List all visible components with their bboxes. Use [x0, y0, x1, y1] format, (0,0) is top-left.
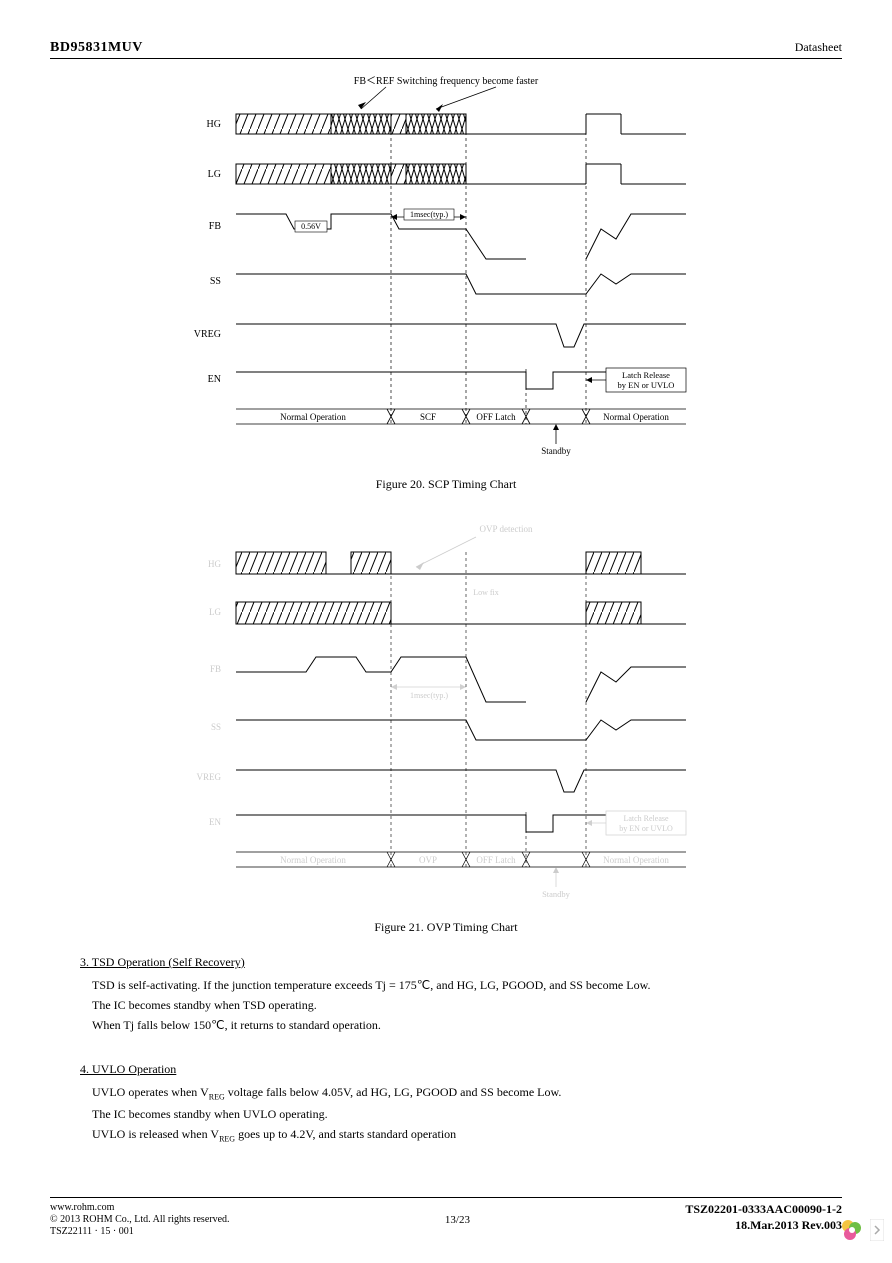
datasheet-label: Datasheet: [795, 40, 842, 56]
standby-label: Standby: [541, 446, 571, 456]
scp-timing-svg: FB＜REF Switching frequency become faster…: [186, 69, 706, 469]
footer-right: TSZ02201-0333AAC00090-1-2 18.Mar.2013 Re…: [685, 1202, 842, 1238]
footer-copyright: © 2013 ROHM Co., Ltd. All rights reserve…: [50, 1214, 230, 1226]
sig-lg: LG: [208, 169, 221, 180]
sig21-fb: FB: [210, 664, 221, 674]
p21-4: Normal Operation: [603, 855, 669, 865]
sec4-line3: UVLO is released when VREG goes up to 4.…: [92, 1125, 842, 1145]
sig21-lg: LG: [209, 607, 221, 617]
p21-3: OFF Latch: [476, 855, 516, 865]
section4-heading: 4. UVLO Operation: [80, 1062, 842, 1077]
p21-1: Normal Operation: [280, 855, 346, 865]
fig21-top-note: OVP detection: [480, 524, 533, 534]
page-nav-icon[interactable]: [838, 1217, 884, 1243]
footer-page: 13/23: [445, 1214, 470, 1226]
phase4: Normal Operation: [603, 412, 669, 422]
sec3-line2: The IC becomes standby when TSD operatin…: [92, 996, 842, 1014]
part-number: BD95831MUV: [50, 40, 143, 56]
sig-fb: FB: [209, 221, 222, 232]
footer-url: www.rohm.com: [50, 1202, 230, 1214]
flower-icon: [838, 1217, 864, 1243]
figure-20-scp-timing: FB＜REF Switching frequency become faster…: [50, 69, 842, 469]
figure20-caption: Figure 20. SCP Timing Chart: [50, 477, 842, 492]
ovp-timing-svg: OVP detection HG LG Low fix FB 1msec(typ…: [186, 512, 706, 912]
footer-date-rev: 18.Mar.2013 Rev.003: [685, 1218, 842, 1234]
phase3: OFF Latch: [476, 412, 516, 422]
sig21-hg: HG: [208, 559, 221, 569]
standby21: Standby: [542, 889, 571, 899]
latch21-1: Latch Release: [623, 814, 669, 823]
sec3-line1: TSD is self-activating. If the junction …: [92, 976, 842, 994]
sig21-en: EN: [209, 817, 221, 827]
figure21-caption: Figure 21. OVP Timing Chart: [50, 920, 842, 935]
latch-note1: Latch Release: [622, 370, 670, 380]
chevron-right-icon: [870, 1219, 884, 1241]
footer-code-right: TSZ02201-0333AAC00090-1-2: [685, 1202, 842, 1218]
fb21-timer: 1msec(typ.): [410, 691, 448, 700]
sig-en: EN: [208, 374, 221, 385]
phase1: Normal Operation: [280, 412, 346, 422]
figure-21-ovp-timing: OVP detection HG LG Low fix FB 1msec(typ…: [50, 512, 842, 912]
sig21-vreg: VREG: [197, 772, 222, 782]
fb-voltage-label: 0.56V: [301, 222, 321, 231]
p21-2: OVP: [419, 855, 437, 865]
sec4-line2: The IC becomes standby when UVLO operati…: [92, 1105, 842, 1123]
sec4-line1: UVLO operates when VREG voltage falls be…: [92, 1083, 842, 1103]
fb-timer-label: 1msec(typ.): [410, 210, 448, 219]
page-header: BD95831MUV Datasheet: [50, 40, 842, 59]
section3-heading: 3. TSD Operation (Self Recovery): [80, 955, 842, 970]
phase2: SCF: [420, 412, 436, 422]
svg-text:Low fix: Low fix: [473, 588, 499, 597]
footer-left: www.rohm.com © 2013 ROHM Co., Ltd. All r…: [50, 1202, 230, 1238]
latch-note2: by EN or UVLO: [618, 380, 675, 390]
fig20-top-note: FB＜REF Switching frequency become faster: [354, 76, 539, 87]
sec3-line3: When Tj falls below 150℃, it returns to …: [92, 1016, 842, 1034]
sig21-ss: SS: [211, 722, 221, 732]
sig-ss: SS: [210, 276, 221, 287]
latch21-2: by EN or UVLO: [619, 824, 673, 833]
sig-hg: HG: [207, 119, 221, 130]
sig-vreg: VREG: [194, 329, 221, 340]
footer-code-left: TSZ22111 · 15 · 001: [50, 1226, 230, 1238]
page-footer: www.rohm.com © 2013 ROHM Co., Ltd. All r…: [50, 1197, 842, 1238]
